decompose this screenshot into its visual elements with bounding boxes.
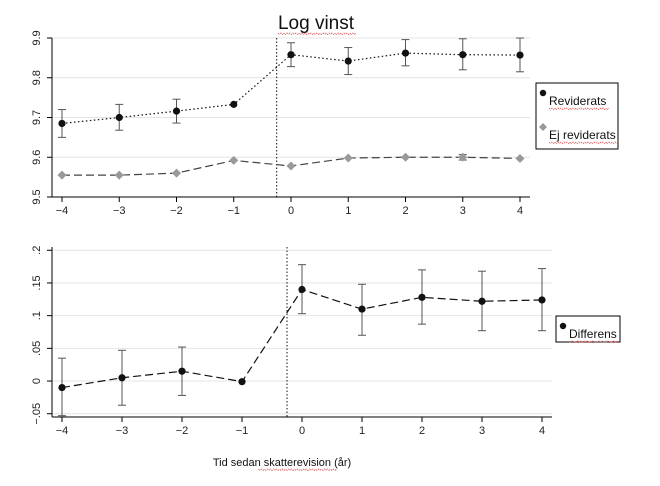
- panel1-series-1-point: [516, 51, 524, 59]
- panel2-series-1-point: [238, 378, 246, 386]
- panel1-x-tick-label: −3: [113, 205, 126, 217]
- panel1-series-1-point: [230, 100, 238, 108]
- panel2-x-tick-label: 4: [539, 425, 545, 437]
- panel1-series-1-point: [459, 51, 467, 59]
- panel1-y-tick-label: 9.6: [31, 150, 43, 165]
- panel2-x-tick-label: −4: [56, 425, 69, 437]
- x-axis-title-underline: [258, 468, 337, 472]
- x-axis-title: Tid sedan skatterevision (år): [213, 457, 351, 469]
- panel2-legend-underline-1: [568, 340, 618, 344]
- panel2-series-1-point: [178, 367, 186, 375]
- panel1-legend-label-2: Ej reviderats: [549, 128, 616, 142]
- panel1-x-tick-label: −1: [227, 205, 240, 217]
- panel1-y-tick-label: 9.5: [31, 189, 43, 204]
- panel1-series-2-point: [343, 153, 353, 163]
- panel2-y-tick-label: .2: [31, 246, 43, 255]
- panel2-y-tick-label: −.05: [31, 403, 43, 425]
- panel1-x-tick-label: 1: [345, 205, 351, 217]
- panel2-legend-key-1: [559, 322, 567, 330]
- panel1-series-1-point: [344, 57, 352, 65]
- panel2-x-tick-label: 3: [479, 425, 485, 437]
- panel1-legend-underline-2: [548, 141, 619, 145]
- panel2-y-tick-label: .05: [31, 341, 43, 356]
- panel2-x-tick-label: 2: [419, 425, 425, 437]
- panel1-legend-label-1: Reviderats: [549, 94, 606, 108]
- panel1-legend-underline-1: [548, 107, 610, 111]
- panel2-y-tick-label: 0: [31, 378, 43, 384]
- panel1-legend-key-1: [539, 89, 547, 97]
- panel2-series-1-point: [118, 374, 126, 382]
- panel2-legend-box: [555, 315, 621, 343]
- panel1-x-tick-label: 4: [517, 205, 523, 217]
- panel1-series-2-point: [57, 170, 67, 180]
- panel1-series-1-point: [115, 113, 123, 122]
- panel1-series-1-point: [401, 49, 410, 57]
- panel1-x-tick-label: −4: [56, 205, 69, 217]
- panel1-y-tick-label: 9.8: [31, 70, 43, 85]
- panel1-x-tick-label: 0: [288, 205, 294, 217]
- panel2-y-tick-label: .1: [31, 311, 43, 320]
- panel1-series-2-point: [172, 168, 181, 178]
- panel2-legend-label-1: Differens: [569, 327, 617, 341]
- panel2-x-tick-label: −2: [176, 425, 189, 437]
- panel2-x-tick-label: −3: [116, 425, 129, 437]
- panel2-x-tick-label: 0: [299, 425, 305, 437]
- panel1-series-1-point: [58, 119, 66, 128]
- panel1-x-tick-label: 3: [460, 205, 466, 217]
- panel2-series-1-point: [58, 383, 66, 392]
- panel2-series-1-point: [358, 305, 366, 313]
- chart-title: Log vinst: [278, 13, 355, 34]
- panel1-y-tick-label: 9.9: [31, 30, 43, 45]
- panel2-x-tick-label: −1: [236, 425, 249, 437]
- panel1-legend-box: [535, 82, 619, 150]
- panel1-series-2-point: [286, 161, 296, 171]
- panel1-x-tick-label: −2: [170, 205, 183, 217]
- panel1-series-1-point: [287, 51, 295, 59]
- panel1-legend-key-2: [539, 123, 547, 131]
- panel2-series-1-point: [298, 285, 306, 294]
- panel1-series-2-point: [114, 170, 124, 180]
- panel1-series-2-point: [515, 153, 525, 163]
- panel2-y-tick-label: .15: [31, 275, 43, 290]
- panel2-x-tick-label: 1: [359, 425, 365, 437]
- panel1-series-2-point: [401, 152, 410, 162]
- panel1-y-tick-label: 9.7: [31, 110, 43, 125]
- panel2-series-1-point: [478, 297, 486, 305]
- panel1-series-2-point: [458, 152, 468, 162]
- panel1-x-tick-label: 2: [402, 205, 408, 217]
- panel2-series-1-point: [538, 296, 546, 304]
- panel2-series-1-point: [418, 293, 426, 301]
- panel1-series-1-point: [172, 107, 181, 115]
- chart-title-underline: [277, 32, 357, 36]
- panel1-series-2-point: [229, 155, 239, 165]
